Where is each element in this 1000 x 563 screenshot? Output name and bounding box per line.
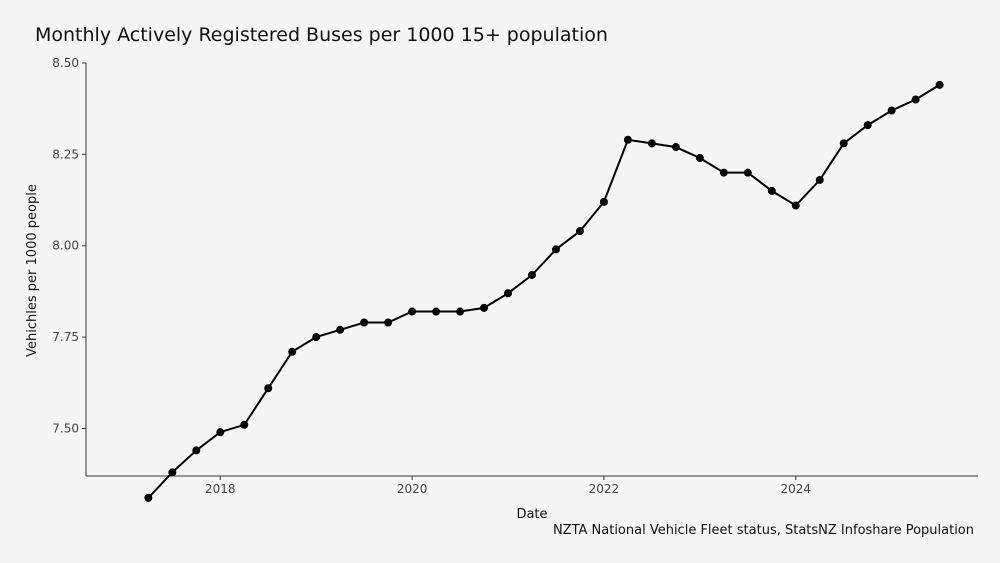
- x-axis-title: Date: [516, 507, 547, 522]
- data-point: [599, 197, 608, 206]
- data-point: [719, 168, 728, 177]
- data-point: [216, 428, 225, 437]
- data-point: [839, 139, 848, 148]
- y-axis-ticks: 7.50 7.75 8.00 8.25 8.50: [52, 56, 86, 435]
- data-point: [504, 289, 513, 298]
- data-point: [192, 446, 201, 455]
- x-tick-label: 2018: [205, 482, 236, 496]
- data-point: [240, 420, 249, 429]
- data-point: [264, 384, 273, 393]
- x-axis-ticks: 2018 2020 2022 2024: [205, 476, 811, 496]
- data-point: [911, 95, 920, 104]
- data-point: [360, 318, 369, 327]
- x-tick-label: 2022: [589, 482, 620, 496]
- data-point: [408, 307, 417, 316]
- data-point: [432, 307, 441, 316]
- data-point: [791, 201, 800, 210]
- y-tick-label: 7.50: [52, 421, 79, 435]
- data-point: [456, 307, 465, 316]
- data-point: [336, 325, 345, 334]
- chart-title: Monthly Actively Registered Buses per 10…: [35, 24, 608, 46]
- y-tick-label: 8.50: [52, 56, 79, 70]
- data-point: [575, 227, 584, 236]
- data-points: [144, 80, 944, 502]
- data-point: [168, 468, 177, 477]
- data-point: [528, 270, 536, 279]
- data-point: [671, 143, 680, 152]
- data-point: [743, 168, 752, 177]
- y-tick-label: 8.25: [52, 147, 79, 161]
- data-point: [623, 135, 632, 144]
- data-point: [551, 245, 560, 254]
- data-point: [815, 175, 824, 184]
- data-point: [935, 80, 944, 89]
- data-point: [863, 121, 872, 130]
- data-point: [887, 106, 896, 115]
- x-tick-label: 2020: [397, 482, 428, 496]
- x-tick-label: 2024: [780, 482, 811, 496]
- data-point: [144, 493, 153, 502]
- data-point: [312, 333, 321, 342]
- y-axis-title: Vehichles per 1000 people: [25, 184, 40, 357]
- data-point: [384, 318, 393, 327]
- y-tick-label: 7.75: [52, 330, 79, 344]
- series-line: [147, 84, 941, 499]
- data-point: [647, 139, 656, 148]
- data-point: [288, 347, 297, 356]
- chart-caption: NZTA National Vehicle Fleet status, Stat…: [552, 523, 974, 538]
- data-point: [695, 154, 704, 163]
- data-point: [480, 303, 489, 312]
- data-point: [767, 186, 776, 195]
- y-tick-label: 8.00: [52, 239, 79, 253]
